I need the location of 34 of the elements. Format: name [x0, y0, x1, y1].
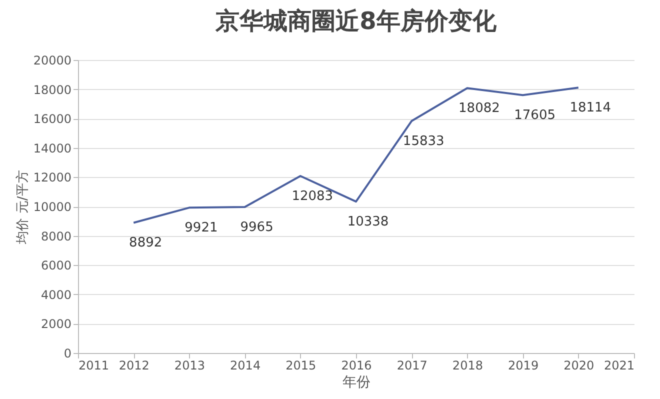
y-tick-label: 16000	[33, 112, 72, 126]
y-tick-label: 14000	[33, 141, 72, 156]
y-tick-label: 6000	[40, 258, 72, 273]
y-tick-label: 2000	[40, 317, 72, 332]
x-axis-title: 年份	[342, 374, 370, 390]
data-label: 18082	[458, 101, 500, 116]
data-label: 18114	[570, 100, 612, 116]
x-tick-label: 2019	[508, 358, 539, 372]
x-tick-label: 2015	[286, 358, 316, 372]
x-tick-label: 2013	[174, 358, 205, 372]
data-label: 9965	[240, 220, 274, 236]
y-tick-label: 8000	[40, 229, 72, 244]
y-tick-label: 4000	[40, 288, 72, 302]
x-tick-label: 2020	[564, 358, 594, 372]
x-tick-label: 2012	[118, 358, 150, 372]
x-tick-label: 2014	[230, 358, 261, 372]
y-tick-label: 0	[64, 346, 72, 360]
x-tick-label: 2016	[341, 358, 372, 372]
x-tick-label: 2011	[78, 358, 110, 372]
data-label: 9921	[184, 220, 218, 236]
data-label: 17605	[514, 108, 556, 124]
y-tick-label: 12000	[33, 170, 72, 185]
data-label: 8892	[129, 236, 162, 251]
x-tick-label: 2021	[604, 358, 634, 372]
y-axis-title: 均价 元/平方	[14, 170, 30, 245]
data-label: 12083	[292, 188, 334, 204]
y-tick-label: 18000	[33, 82, 72, 97]
x-tick-label: 2017	[396, 358, 428, 372]
chart-title: 京华城商圈近8年房价变化	[214, 7, 498, 35]
y-tick-label: 20000	[33, 54, 72, 68]
data-label: 15833	[402, 134, 444, 150]
data-label: 10338	[347, 214, 389, 230]
x-tick-label: 2018	[452, 358, 483, 372]
y-tick-label: 10000	[33, 200, 72, 214]
